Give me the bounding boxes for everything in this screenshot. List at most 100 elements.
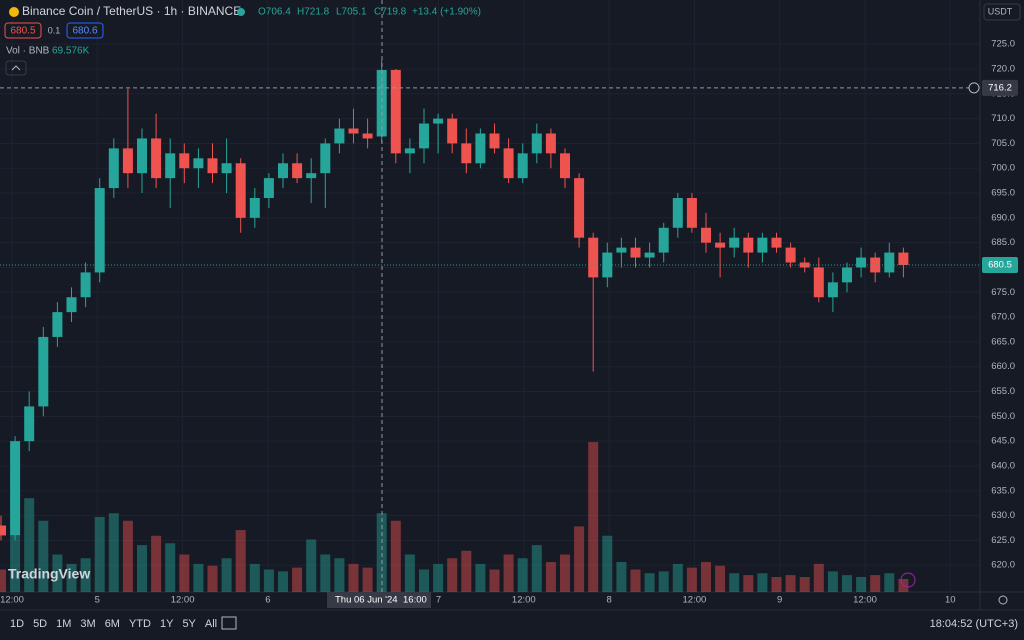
y-tick-label: 665.0 bbox=[991, 336, 1015, 347]
currency-button[interactable] bbox=[983, 3, 1021, 21]
y-tick-label: 720.0 bbox=[991, 63, 1015, 74]
range-button[interactable]: 1Y bbox=[160, 618, 174, 630]
volume-bar bbox=[517, 558, 528, 592]
volume-bar bbox=[320, 554, 331, 592]
candle-body bbox=[715, 242, 726, 248]
candle-body bbox=[151, 138, 162, 179]
y-tick-label: 690.0 bbox=[991, 212, 1015, 223]
candle-body bbox=[644, 252, 655, 258]
range-button[interactable]: All bbox=[205, 618, 217, 630]
candle-body bbox=[729, 237, 740, 248]
candle-body bbox=[235, 163, 246, 218]
candle-body bbox=[292, 163, 303, 179]
add-alert-icon[interactable] bbox=[968, 82, 980, 94]
volume-bar bbox=[785, 575, 796, 592]
crosshair-price-label: 716.2 bbox=[988, 82, 1012, 93]
volume-bar bbox=[884, 573, 895, 592]
y-tick-label: 640.0 bbox=[991, 460, 1015, 471]
bid[interactable]: 680.5 bbox=[10, 26, 35, 37]
volume-bar bbox=[292, 567, 303, 592]
range-button[interactable]: YTD bbox=[129, 618, 151, 630]
candle-body bbox=[334, 128, 345, 144]
candle-body bbox=[419, 123, 429, 149]
range-button[interactable]: 1M bbox=[56, 618, 71, 630]
candle-body bbox=[560, 153, 570, 179]
volume-bar bbox=[461, 550, 472, 592]
last-price-tag bbox=[982, 256, 1018, 273]
volume-bar bbox=[686, 567, 697, 592]
volume-bar bbox=[0, 569, 6, 592]
candle-body bbox=[827, 282, 838, 298]
sell-chip[interactable] bbox=[4, 22, 42, 39]
candle-body bbox=[165, 153, 176, 179]
volume-bar bbox=[151, 535, 162, 592]
volume-bar bbox=[52, 554, 63, 592]
candle-body bbox=[66, 297, 77, 313]
volume-bar bbox=[193, 563, 204, 592]
y-tick-label: 655.0 bbox=[991, 386, 1015, 397]
volume-bar bbox=[503, 554, 514, 592]
candle-body bbox=[616, 247, 627, 253]
volume-bar bbox=[771, 577, 782, 592]
candle-body bbox=[447, 118, 458, 144]
candle-body bbox=[574, 178, 585, 238]
volume-bar bbox=[574, 526, 585, 592]
candle-body bbox=[672, 197, 683, 228]
volume-bar bbox=[404, 554, 415, 592]
x-tick-label: 10 bbox=[945, 595, 956, 606]
candle-body bbox=[221, 163, 232, 174]
ohlc-high: H721.8 bbox=[297, 7, 330, 18]
candle-body bbox=[348, 128, 359, 134]
candle-body bbox=[461, 143, 472, 164]
candle-body bbox=[602, 252, 613, 278]
candle-body bbox=[743, 237, 754, 253]
volume-bar bbox=[743, 575, 754, 592]
crosshair-time: 16:00 bbox=[403, 595, 427, 606]
range-button[interactable]: 5Y bbox=[182, 618, 196, 630]
buy-chip[interactable] bbox=[66, 22, 104, 39]
candle-body bbox=[52, 312, 63, 337]
candle-body bbox=[630, 247, 641, 258]
date-range-icon[interactable] bbox=[221, 616, 237, 630]
range-button[interactable]: 6M bbox=[105, 618, 120, 630]
y-tick-label: 705.0 bbox=[991, 138, 1015, 149]
vol-value: 69.576K bbox=[52, 46, 90, 57]
currency[interactable]: USDT bbox=[988, 6, 1013, 16]
settings-icon[interactable] bbox=[998, 595, 1008, 605]
range-button[interactable]: 1D bbox=[10, 618, 24, 630]
volume-bar bbox=[80, 558, 91, 592]
volume-bar bbox=[701, 562, 711, 592]
volume-bar bbox=[813, 563, 824, 592]
y-tick-label: 695.0 bbox=[991, 188, 1015, 199]
volume-bar bbox=[179, 554, 190, 592]
volume-bar bbox=[602, 535, 613, 592]
volume-bar bbox=[729, 573, 740, 592]
x-tick-label: 12:00 bbox=[853, 595, 877, 606]
lightning-icon[interactable] bbox=[900, 572, 916, 588]
candle-body bbox=[686, 197, 697, 228]
range-button[interactable]: 3M bbox=[80, 618, 95, 630]
volume-bar bbox=[644, 573, 655, 592]
volume-bar bbox=[827, 571, 838, 592]
volume-bar bbox=[531, 545, 542, 592]
clock: 18:04:52 (UTC+3) bbox=[930, 618, 1018, 630]
volume-bar bbox=[489, 569, 500, 592]
y-tick-label: 675.0 bbox=[991, 287, 1015, 298]
volume-bar bbox=[263, 569, 274, 592]
collapse-button[interactable] bbox=[5, 60, 27, 76]
candle-body bbox=[475, 133, 486, 164]
status-dot bbox=[237, 8, 245, 16]
ask[interactable]: 680.6 bbox=[72, 26, 97, 37]
candle-body bbox=[433, 118, 444, 124]
volume-bar bbox=[10, 535, 21, 592]
symbol: Binance Coin / TetherUS · 1h · BINANCE bbox=[22, 4, 241, 18]
range-button[interactable]: 5D bbox=[33, 618, 47, 630]
candle-body bbox=[503, 148, 514, 179]
candle-body bbox=[870, 257, 881, 273]
candle-body bbox=[362, 133, 373, 139]
candle-body bbox=[771, 237, 782, 248]
candle-body bbox=[785, 247, 796, 263]
y-tick-label: 725.0 bbox=[991, 39, 1015, 50]
volume-bar bbox=[137, 545, 147, 592]
candle-body bbox=[108, 148, 119, 189]
